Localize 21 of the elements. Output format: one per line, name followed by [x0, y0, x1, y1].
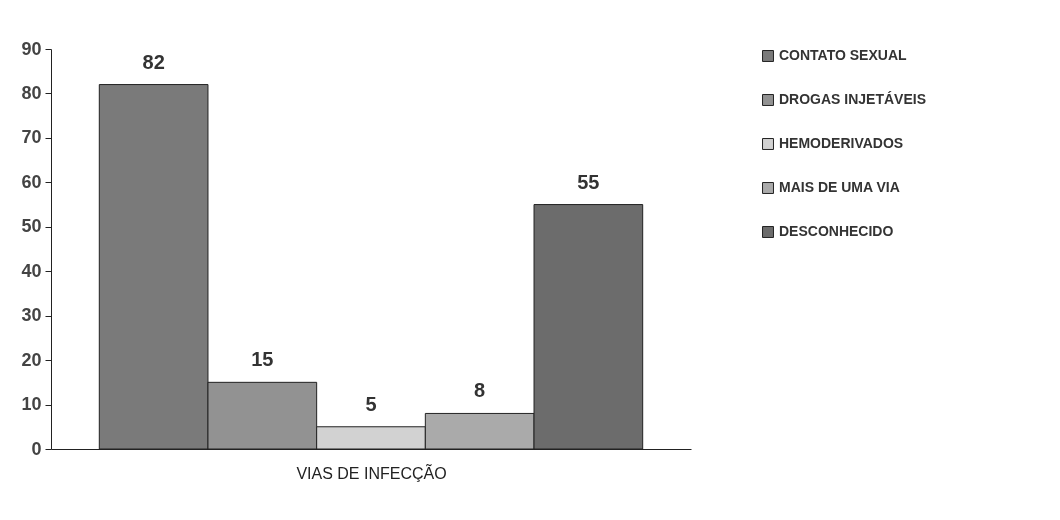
y-tick-label: 60: [21, 171, 42, 192]
legend-label: DESCONHECIDO: [779, 223, 894, 239]
y-tick-label: 0: [31, 438, 42, 459]
data-label: 55: [577, 170, 600, 193]
data-label: 82: [142, 50, 165, 73]
data-label: 5: [365, 392, 377, 415]
y-tick-label: 50: [21, 216, 42, 237]
y-tick-label: 10: [21, 394, 42, 415]
legend-label: DROGAS INJETÁVEIS: [779, 91, 927, 107]
y-tick-label: 70: [21, 127, 42, 148]
legend-label: HEMODERIVADOS: [779, 135, 904, 151]
y-tick-label: 30: [21, 305, 42, 326]
y-tick-label: 20: [21, 349, 42, 370]
y-tick-label: 80: [21, 82, 42, 103]
y-tick-label: 40: [21, 260, 42, 281]
legend-label: MAIS DE UMA VIA: [779, 179, 900, 195]
y-tick-label: 90: [21, 38, 42, 59]
data-label: 15: [251, 348, 274, 371]
x-axis-title: VIAS DE INFECÇÃO: [296, 462, 447, 482]
data-label: 8: [474, 379, 486, 402]
legend-label: CONTATO SEXUAL: [779, 47, 908, 63]
